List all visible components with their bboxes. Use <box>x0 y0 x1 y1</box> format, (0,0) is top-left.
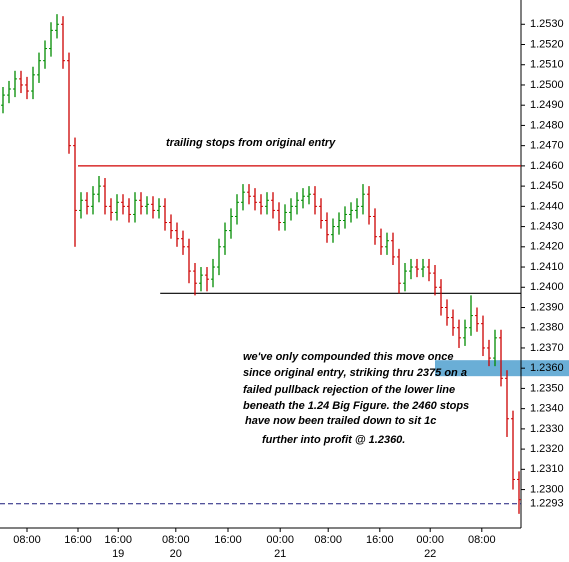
x-tick-label: 08:00 <box>162 534 190 546</box>
y-tick-label: 1.2330 <box>530 423 564 435</box>
y-tick-label: 1.2470 <box>530 140 564 152</box>
y-tick-label: 1.2370 <box>530 342 564 354</box>
annotation: we've only compounded this move once <box>243 351 453 363</box>
x-tick-label: 16:00 <box>214 534 242 546</box>
y-tick-label: 1.2320 <box>530 443 564 455</box>
y-tick-label: 1.2360 <box>530 362 564 374</box>
y-tick-label: 1.2490 <box>530 99 564 111</box>
y-tick-label: 1.2510 <box>530 59 564 71</box>
y-tick-label: 1.2450 <box>530 180 564 192</box>
y-tick-label: 1.2460 <box>530 160 564 172</box>
y-tick-label: 1.2420 <box>530 241 564 253</box>
annotation: further into profit @ 1.2360. <box>262 434 405 446</box>
price-highlight <box>435 360 569 377</box>
y-tick-label: 1.2380 <box>530 322 564 334</box>
y-tick-label: 1.2520 <box>530 38 564 50</box>
y-tick-label: 1.2350 <box>530 382 564 394</box>
y-tick-label: 1.2410 <box>530 261 564 273</box>
annotation: trailing stops from original entry <box>166 137 336 149</box>
y-tick-label: 1.2500 <box>530 79 564 91</box>
x-tick-label: 08:00 <box>314 534 342 546</box>
y-tick-label: 1.2300 <box>530 483 564 495</box>
y-tick-label: 1.2530 <box>530 18 564 30</box>
x-tick-label: 08:00 <box>468 534 496 546</box>
x-day-label: 19 <box>112 548 124 560</box>
current-price-label: 1.2293 <box>530 498 564 510</box>
x-day-label: 22 <box>424 548 436 560</box>
y-tick-label: 1.2400 <box>530 281 564 293</box>
y-tick-label: 1.2390 <box>530 301 564 313</box>
annotation: have now been trailed down to sit 1c <box>245 415 436 427</box>
x-tick-label: 00:00 <box>266 534 294 546</box>
y-tick-label: 1.2340 <box>530 403 564 415</box>
annotation: since original entry, striking thru 2375… <box>243 367 467 379</box>
y-tick-label: 1.2480 <box>530 119 564 131</box>
x-day-label: 20 <box>170 548 182 560</box>
x-tick-label: 00:00 <box>416 534 444 546</box>
x-tick-label: 16:00 <box>366 534 394 546</box>
annotation: beneath the 1.24 Big Figure. the 2460 st… <box>243 400 469 412</box>
x-day-label: 21 <box>274 548 286 560</box>
y-tick-label: 1.2430 <box>530 220 564 232</box>
x-tick-label: 08:00 <box>13 534 41 546</box>
annotation: failed pullback rejection of the lower l… <box>243 384 455 396</box>
y-tick-label: 1.2310 <box>530 463 564 475</box>
y-tick-label: 1.2440 <box>530 200 564 212</box>
x-tick-label: 16:00 <box>64 534 92 546</box>
x-tick-label: 16:00 <box>104 534 132 546</box>
